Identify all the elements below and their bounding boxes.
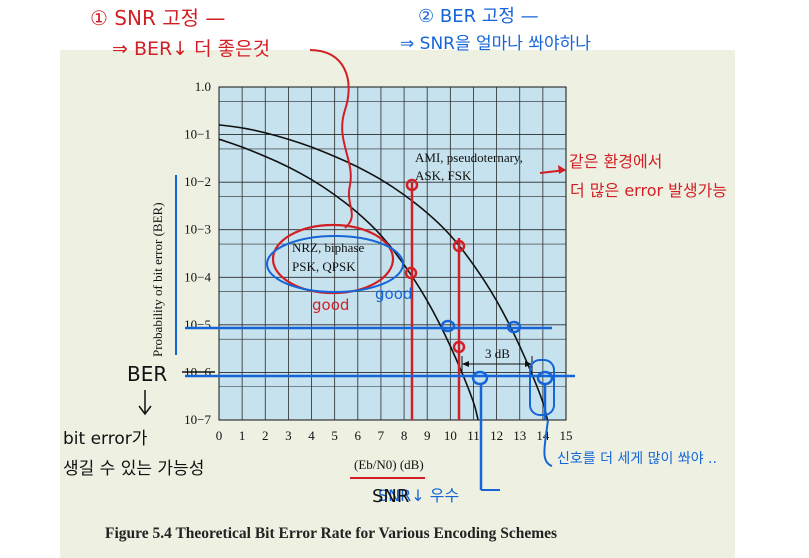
series-label-bottom-1: NRZ, biphase xyxy=(292,240,364,255)
red-dot-10-top xyxy=(452,239,466,253)
series-line-1 xyxy=(218,138,479,421)
gap-label: 3 dB xyxy=(485,346,510,361)
x-tick-label: 12 xyxy=(490,428,503,443)
black-annotations: BER bit error가 생길 수 있는 가능성 SNR xyxy=(63,362,409,507)
note2-line1: ② BER 고정 — xyxy=(418,6,539,27)
y-tick-label: 1.0 xyxy=(195,79,211,94)
x-tick-label: 11 xyxy=(467,428,480,443)
bit-error-line1: bit error가 xyxy=(63,429,148,449)
blue-ellipse-label xyxy=(266,235,404,293)
note1-line2: ⇒ BER↓ 더 좋은것 xyxy=(112,38,270,60)
good-red: good xyxy=(312,296,349,314)
right-note-line1: 같은 환경에서 xyxy=(569,152,662,171)
x-tick-label: 9 xyxy=(424,428,431,443)
x-tick-label: 10 xyxy=(444,428,457,443)
x-tick-label: 7 xyxy=(378,428,385,443)
gap-arrow-right xyxy=(525,361,532,367)
snr-label: SNR xyxy=(372,486,409,507)
x-tick-label: 0 xyxy=(216,428,223,443)
x-tick-label: 2 xyxy=(262,428,269,443)
x-tick-label: 4 xyxy=(308,428,315,443)
figure-caption: Figure 5.4 Theoretical Bit Error Rate fo… xyxy=(105,525,558,542)
y-tick-label: 10−7 xyxy=(184,412,211,427)
x-tick-label: 13 xyxy=(513,428,526,443)
x-tick-label: 5 xyxy=(331,428,338,443)
red-annotations: ① SNR 고정 — ⇒ BER↓ 더 좋은것 같은 환경에서 더 많은 err… xyxy=(90,6,727,479)
blue-hook-right xyxy=(543,419,553,467)
red-squiggle-arrow xyxy=(309,49,353,229)
red-dot-8-bottom xyxy=(404,266,418,280)
red-dot-8-top xyxy=(405,178,419,192)
blue-mark-1 xyxy=(440,319,456,333)
bit-error-line2: 생길 수 있는 가능성 xyxy=(63,459,204,479)
snr-down-note: SNR↓ 우수 xyxy=(378,486,459,505)
note1-line1: ① SNR 고정 — xyxy=(90,6,225,30)
x-tick-label: 1 xyxy=(239,428,246,443)
y-tick-label: 10−1 xyxy=(184,127,211,142)
note2-line2: ⇒ SNR을 얼마나 쏴야하나 xyxy=(400,34,591,54)
y-tick-label: 10−4 xyxy=(184,269,211,284)
series-layer xyxy=(218,124,549,421)
ber-label: BER xyxy=(127,362,167,386)
grid xyxy=(219,87,566,420)
series-line-2 xyxy=(218,124,549,421)
y-tick-label: 10−5 xyxy=(184,317,211,332)
right-note-line2: 더 많은 error 발생가능 xyxy=(570,181,727,200)
y-tick-label: 10−2 xyxy=(184,174,211,189)
good-blue: good xyxy=(375,285,412,303)
series-label-top-2: ASK, FSK xyxy=(415,168,472,183)
right-bottom-note: 신호를 더 세게 많이 쏴야 .. xyxy=(557,451,717,467)
axis-ticks: 0 1 2 3 4 5 6 7 8 9 10 11 12 13 14 151.010−110−210−310−… xyxy=(184,79,572,443)
y-axis-label: Probability of bit error (BER) xyxy=(150,202,165,357)
x-tick-label: 8 xyxy=(401,428,408,443)
blue-annotations: ② BER 고정 — ⇒ SNR을 얼마나 쏴야하나 good SNR↓ 우수 … xyxy=(175,6,717,505)
blue-box-right xyxy=(529,359,555,416)
red-ellipse xyxy=(271,223,395,295)
series-label-top-1: AMI, pseudoternary, xyxy=(415,150,523,165)
blue-mark-2 xyxy=(506,320,522,334)
x-tick-label: 15 xyxy=(560,428,573,443)
red-dot-10-bottom xyxy=(452,340,466,354)
x-axis-label: (Eb/N0) (dB) xyxy=(354,457,424,472)
ber-down-arrow xyxy=(138,390,152,416)
x-tick-label: 14 xyxy=(536,428,550,443)
red-arrow-head xyxy=(558,165,566,174)
gap-arrow-left xyxy=(462,361,469,367)
x-tick-label: 6 xyxy=(355,428,362,443)
series-label-bottom-2: PSK, QPSK xyxy=(292,259,356,274)
x-tick-label: 3 xyxy=(285,428,292,443)
y-tick-label: 10−3 xyxy=(184,222,211,237)
